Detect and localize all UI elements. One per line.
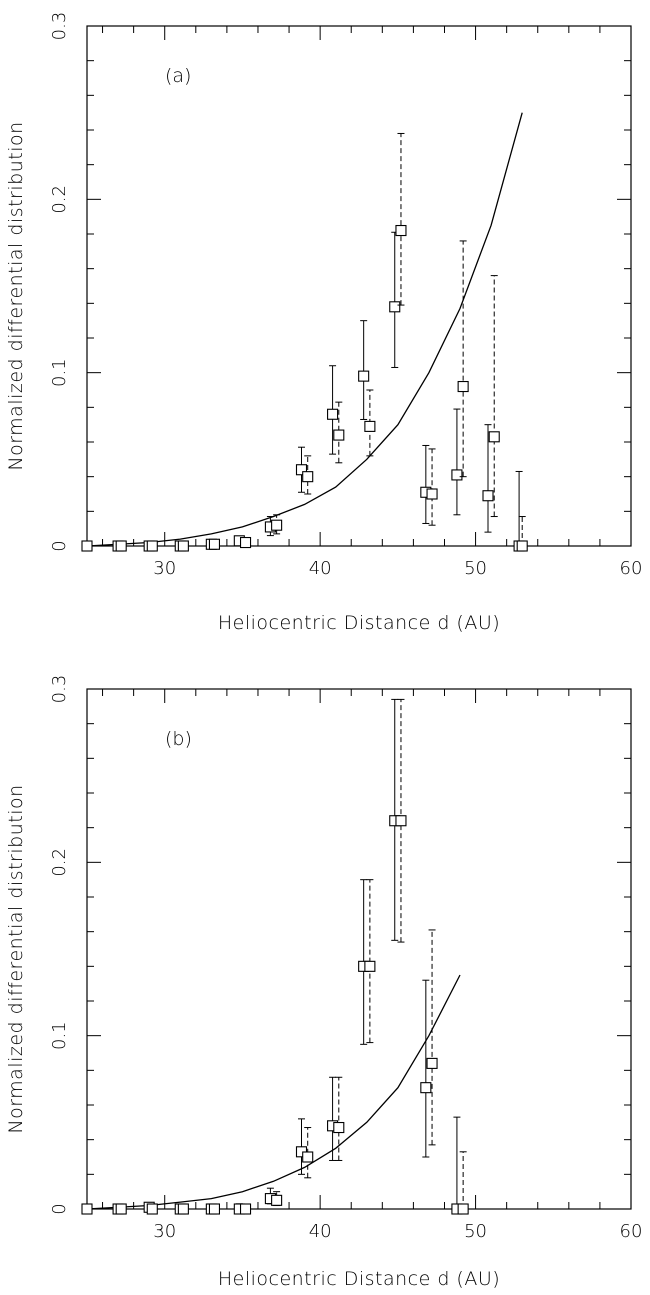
x-tick-label: 40 [309, 558, 332, 579]
data-point [208, 538, 221, 550]
x-tick-label: 30 [153, 558, 176, 579]
y-tick-label: 0 [49, 540, 70, 551]
y-axis-label: Normalized differential distribution [5, 121, 27, 470]
data-point [488, 431, 500, 443]
data-point [333, 1121, 345, 1134]
data-point [81, 1203, 93, 1215]
y-tick-label: 0.1 [49, 358, 70, 387]
data-point [426, 488, 438, 500]
panel-a: 30 40 50 60 0 0.1 0.2 0.3 Heliocentric Distance … [5, 12, 642, 634]
y-tick-label: 0.1 [49, 1021, 70, 1050]
data-point [420, 1082, 432, 1094]
panel-label: (b) [165, 728, 192, 750]
data-point [208, 1203, 221, 1215]
data-point [115, 540, 127, 552]
data-point [302, 1151, 314, 1163]
x-tick-label: 30 [153, 1221, 176, 1242]
plot-frame [86, 25, 632, 547]
y-tick-label: 0 [49, 1203, 70, 1214]
data-point [177, 1203, 189, 1215]
data-point [457, 1203, 469, 1215]
data-point [271, 1194, 283, 1206]
data-point [395, 224, 407, 237]
data-point [271, 519, 283, 531]
data-point [177, 540, 189, 552]
plot-frame [86, 688, 632, 1210]
data-point [239, 1203, 252, 1215]
panel-label: (a) [165, 65, 191, 87]
data-point [81, 540, 93, 552]
y-tick-label: 0.3 [49, 675, 70, 704]
data-point [146, 1203, 158, 1215]
panel-b: 30 40 50 60 0 0.1 0.2 0.3 Heliocentric Distance … [5, 675, 642, 1290]
data-point [516, 540, 528, 552]
y-tick-label: 0.2 [49, 185, 70, 214]
data-point [302, 471, 314, 483]
y-tick-label: 0.2 [49, 848, 70, 877]
data-point [426, 1057, 438, 1069]
model-curve [86, 112, 523, 547]
y-tick-label: 0.3 [49, 12, 70, 41]
x-tick-label: 50 [464, 558, 487, 579]
data-point [451, 469, 463, 481]
data-point [482, 490, 494, 502]
data-point [327, 408, 339, 420]
data-point [239, 536, 252, 549]
data-point [333, 429, 345, 441]
x-axis-label: Heliocentric Distance d (AU) [218, 612, 500, 634]
data-point [115, 1203, 127, 1215]
data-point [146, 540, 158, 552]
data-point [364, 420, 376, 432]
data-point [364, 960, 376, 972]
data-point [358, 370, 370, 382]
x-axis-label: Heliocentric Distance d (AU) [218, 1268, 500, 1290]
data-point [395, 815, 407, 827]
x-tick-label: 50 [464, 1221, 487, 1242]
model-curve [86, 974, 461, 1210]
data-point [457, 380, 469, 393]
x-tick-label: 60 [620, 558, 643, 579]
data-point [295, 464, 308, 476]
data-point [389, 301, 401, 313]
y-axis-label: Normalized differential distribution [5, 784, 27, 1133]
x-tick-label: 40 [309, 1221, 332, 1242]
x-tick-label: 60 [620, 1221, 643, 1242]
